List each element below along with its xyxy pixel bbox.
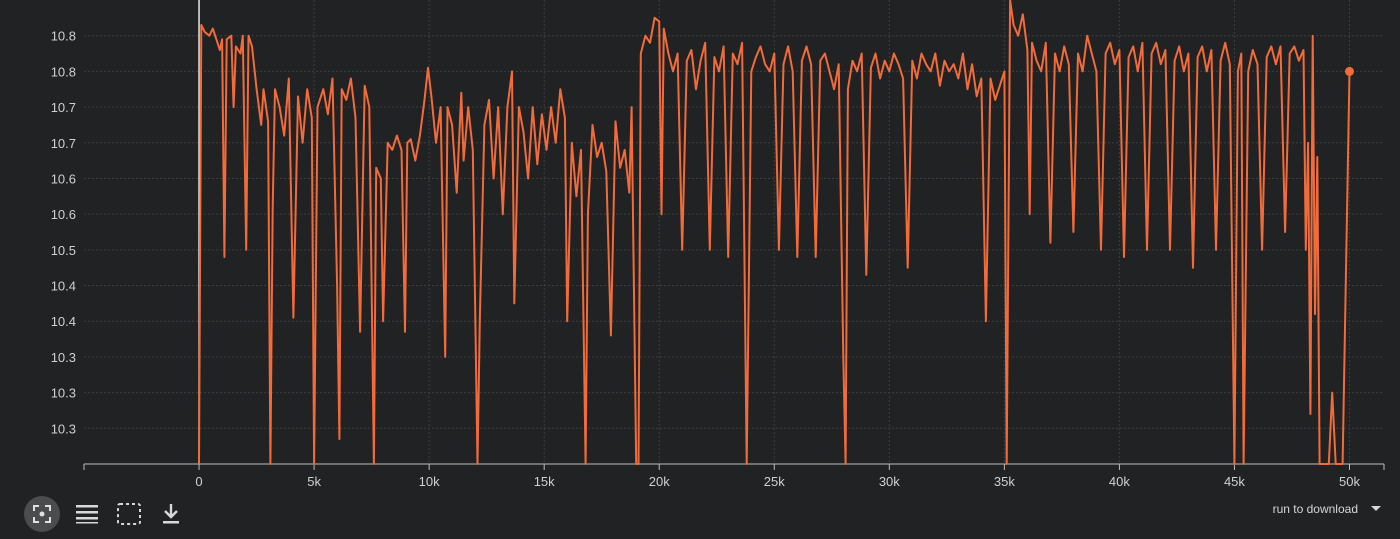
- x-tick-label: 35k: [994, 474, 1015, 489]
- y-tick-label: 10.8: [51, 29, 76, 44]
- x-tick-label: 30k: [879, 474, 900, 489]
- y-tick-label: 10.8: [51, 64, 76, 79]
- toggle-y-log-icon: [76, 505, 98, 524]
- y-tick-label: 10.4: [51, 314, 76, 329]
- x-tick-label: 50k: [1339, 474, 1360, 489]
- toggle-y-log-button[interactable]: [72, 499, 102, 529]
- fit-domain-icon: [33, 505, 51, 523]
- chart-toolbar: [24, 494, 186, 534]
- download-icon: [163, 504, 179, 524]
- y-tick-label: 10.3: [51, 350, 76, 365]
- y-tick-label: 10.5: [51, 243, 76, 258]
- y-tick-label: 10.3: [51, 386, 76, 401]
- x-tick-label: 5k: [307, 474, 321, 489]
- y-axis-ticks: 10.3 10.3 10.3 10.4 10.4 10.5 10.6 10.6 10.7 10.7…: [51, 29, 76, 437]
- chevron-down-icon: [1371, 506, 1381, 511]
- download-label: run to download: [1272, 502, 1358, 516]
- y-tick-label: 10.7: [51, 136, 76, 151]
- series-line: [198, 0, 1351, 465]
- download-run-select[interactable]: run to download: [1273, 502, 1382, 516]
- x-tick-label: 15k: [534, 474, 555, 489]
- y-tick-label: 10.4: [51, 279, 76, 294]
- x-axis-ticks: 0 5k 10k 15k 20k 25k 30k 35k 40k 45k 50k: [83, 464, 1385, 489]
- x-tick-label: 20k: [649, 474, 670, 489]
- y-tick-label: 10.7: [51, 100, 76, 115]
- select-zoom-icon: [117, 503, 141, 525]
- x-tick-label: 45k: [1224, 474, 1245, 489]
- series-layer: [198, 0, 1354, 465]
- fit-domain-button[interactable]: [24, 496, 60, 532]
- y-tick-label: 10.3: [51, 421, 76, 436]
- x-tick-label: 10k: [419, 474, 440, 489]
- last-value-point[interactable]: [1344, 66, 1354, 76]
- x-tick-label: 0: [195, 474, 202, 489]
- x-tick-label: 25k: [764, 474, 785, 489]
- chart-area[interactable]: 10.3 10.3 10.3 10.4 10.4 10.5 10.6 10.6 10.7 10.7…: [0, 0, 1400, 490]
- select-zoom-button[interactable]: [114, 499, 144, 529]
- y-tick-label: 10.6: [51, 207, 76, 222]
- x-tick-label: 40k: [1109, 474, 1130, 489]
- download-button[interactable]: [156, 499, 186, 529]
- y-tick-label: 10.6: [51, 171, 76, 186]
